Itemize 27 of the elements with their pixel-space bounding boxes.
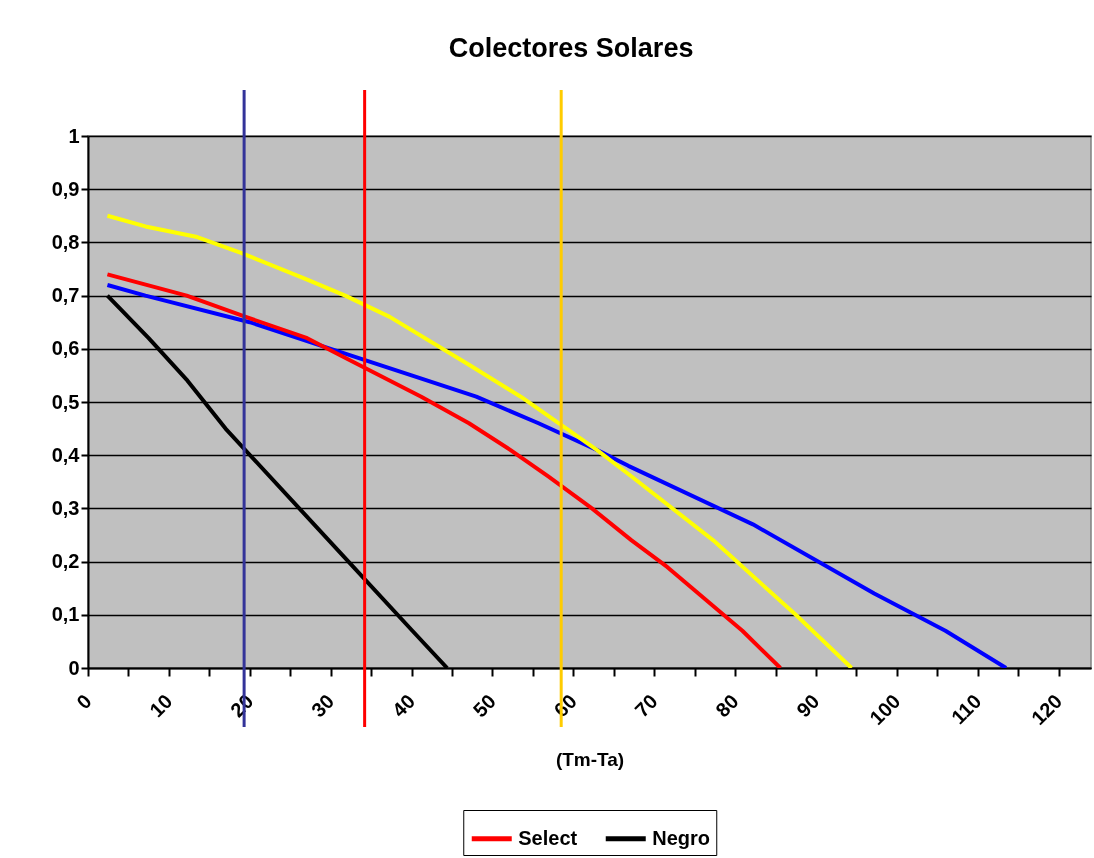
x-tick-label: 90 [792, 690, 824, 722]
x-tick-label: 30 [306, 690, 339, 722]
y-tick-label: 0,2 [51, 550, 80, 573]
x-tick-label: 80 [711, 690, 743, 722]
y-tick-label: 0 [68, 656, 80, 679]
y-tick-label: 0,4 [51, 443, 81, 466]
line-series [105, 213, 854, 668]
x-tick-label: 50 [468, 690, 501, 722]
y-tick-label: 0,8 [51, 230, 80, 253]
chart-title: Colectores Solares [448, 32, 694, 63]
x-axis-title: (Tm-Ta) [555, 749, 625, 771]
y-tick-label: 0,6 [51, 337, 80, 360]
x-tick-label: 70 [630, 690, 662, 722]
y-tick-label: 1 [68, 124, 80, 147]
x-tick-label: 120 [1027, 690, 1067, 730]
line-series [105, 282, 1009, 668]
y-tick-label: 0,9 [51, 177, 80, 200]
y-tick-label: 0,3 [51, 496, 80, 519]
x-tick-label: 40 [387, 690, 420, 722]
y-tick-label: 0,5 [51, 390, 80, 413]
x-tick-label: 10 [145, 690, 177, 722]
y-tick-label: 0,7 [51, 284, 80, 307]
x-tick-label: 100 [865, 690, 905, 730]
y-tick-label: 0,1 [51, 603, 80, 626]
legend-label: Negro [652, 826, 711, 849]
x-tick-label: 110 [946, 690, 986, 729]
legend-label: Select [518, 826, 578, 849]
